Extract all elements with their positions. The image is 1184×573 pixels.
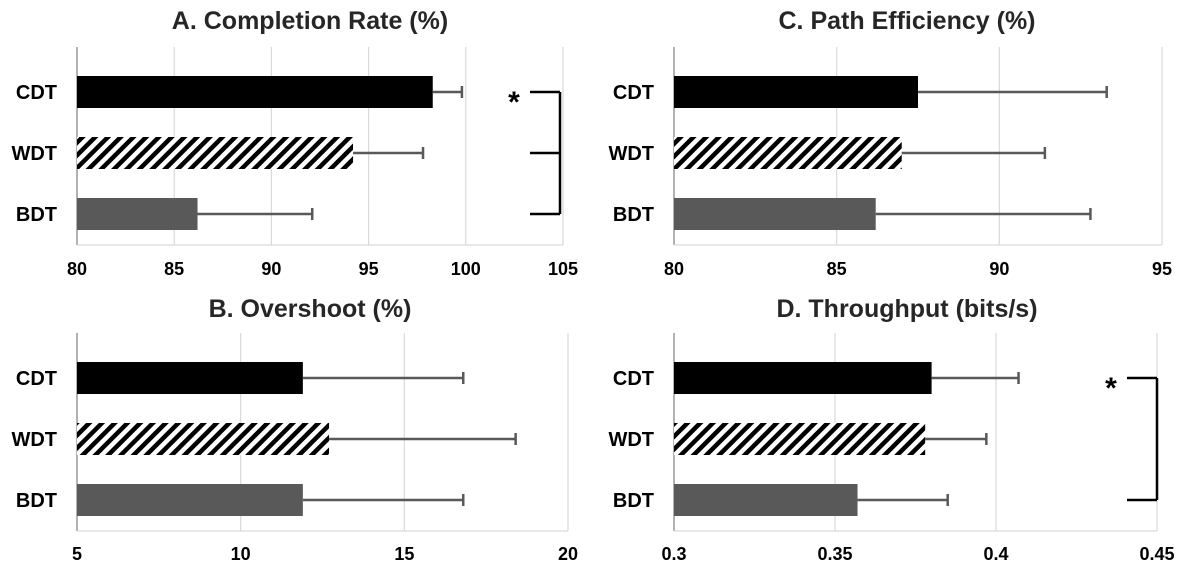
bar-cdt xyxy=(77,362,303,394)
bar-wdt xyxy=(674,423,926,455)
bar-wdt xyxy=(77,137,354,169)
bar-bdt xyxy=(77,484,303,516)
panel-b: B. Overshoot (%) 5 10 15 20 CDT WDT BDT xyxy=(11,295,578,564)
category-label: CDT xyxy=(16,82,57,104)
bar-bdt xyxy=(674,484,858,516)
category-label: CDT xyxy=(16,368,57,390)
bar-bdt xyxy=(77,198,198,230)
category-label: BDT xyxy=(16,490,57,512)
tick-label: 85 xyxy=(827,259,847,279)
tick-label: 95 xyxy=(359,259,379,279)
chart-title: A. Completion Rate (%) xyxy=(172,7,448,35)
significance-star: * xyxy=(1105,372,1117,405)
tick-label: 10 xyxy=(231,544,251,564)
tick-label: 95 xyxy=(1152,259,1172,279)
chart-title: D. Throughput (bits/s) xyxy=(776,295,1037,323)
tick-label: 80 xyxy=(664,259,684,279)
tick-label: 5 xyxy=(72,544,82,564)
category-label: CDT xyxy=(613,368,654,390)
tick-label: 0.4 xyxy=(983,544,1008,564)
tick-label: 0.3 xyxy=(661,544,686,564)
category-label: WDT xyxy=(11,429,57,451)
category-label: WDT xyxy=(608,143,654,165)
category-label: WDT xyxy=(11,143,57,165)
bar-wdt xyxy=(674,137,902,169)
category-label: CDT xyxy=(613,82,654,104)
tick-label: 90 xyxy=(261,259,281,279)
chart-title: B. Overshoot (%) xyxy=(209,295,412,323)
tick-label: 0.35 xyxy=(817,544,852,564)
category-label: BDT xyxy=(613,204,654,226)
tick-label: 0.45 xyxy=(1139,544,1174,564)
tick-label: 15 xyxy=(394,544,414,564)
bar-wdt xyxy=(77,423,330,455)
tick-label: 105 xyxy=(548,259,578,279)
tick-label: 80 xyxy=(67,259,87,279)
bar-cdt xyxy=(674,362,932,394)
significance-star: * xyxy=(508,86,520,119)
category-label: BDT xyxy=(613,490,654,512)
tick-label: 90 xyxy=(989,259,1009,279)
category-label: WDT xyxy=(608,429,654,451)
bar-cdt xyxy=(674,76,918,108)
chart-title: C. Path Efficiency (%) xyxy=(779,7,1036,35)
tick-label: 20 xyxy=(558,544,578,564)
bar-cdt xyxy=(77,76,433,108)
tick-label: 85 xyxy=(164,259,184,279)
category-label: BDT xyxy=(16,204,57,226)
bar-bdt xyxy=(674,198,876,230)
panel-a: A. Completion Rate (%) 80 85 90 95 100 105 CDT… xyxy=(11,7,578,279)
panel-c: C. Path Efficiency (%) 80 85 90 95 CDT WDT BDT xyxy=(608,7,1172,279)
panel-d: D. Throughput (bits/s) 0.3 0.35 0.4 0.45 CDT… xyxy=(608,295,1174,564)
tick-label: 100 xyxy=(451,259,481,279)
